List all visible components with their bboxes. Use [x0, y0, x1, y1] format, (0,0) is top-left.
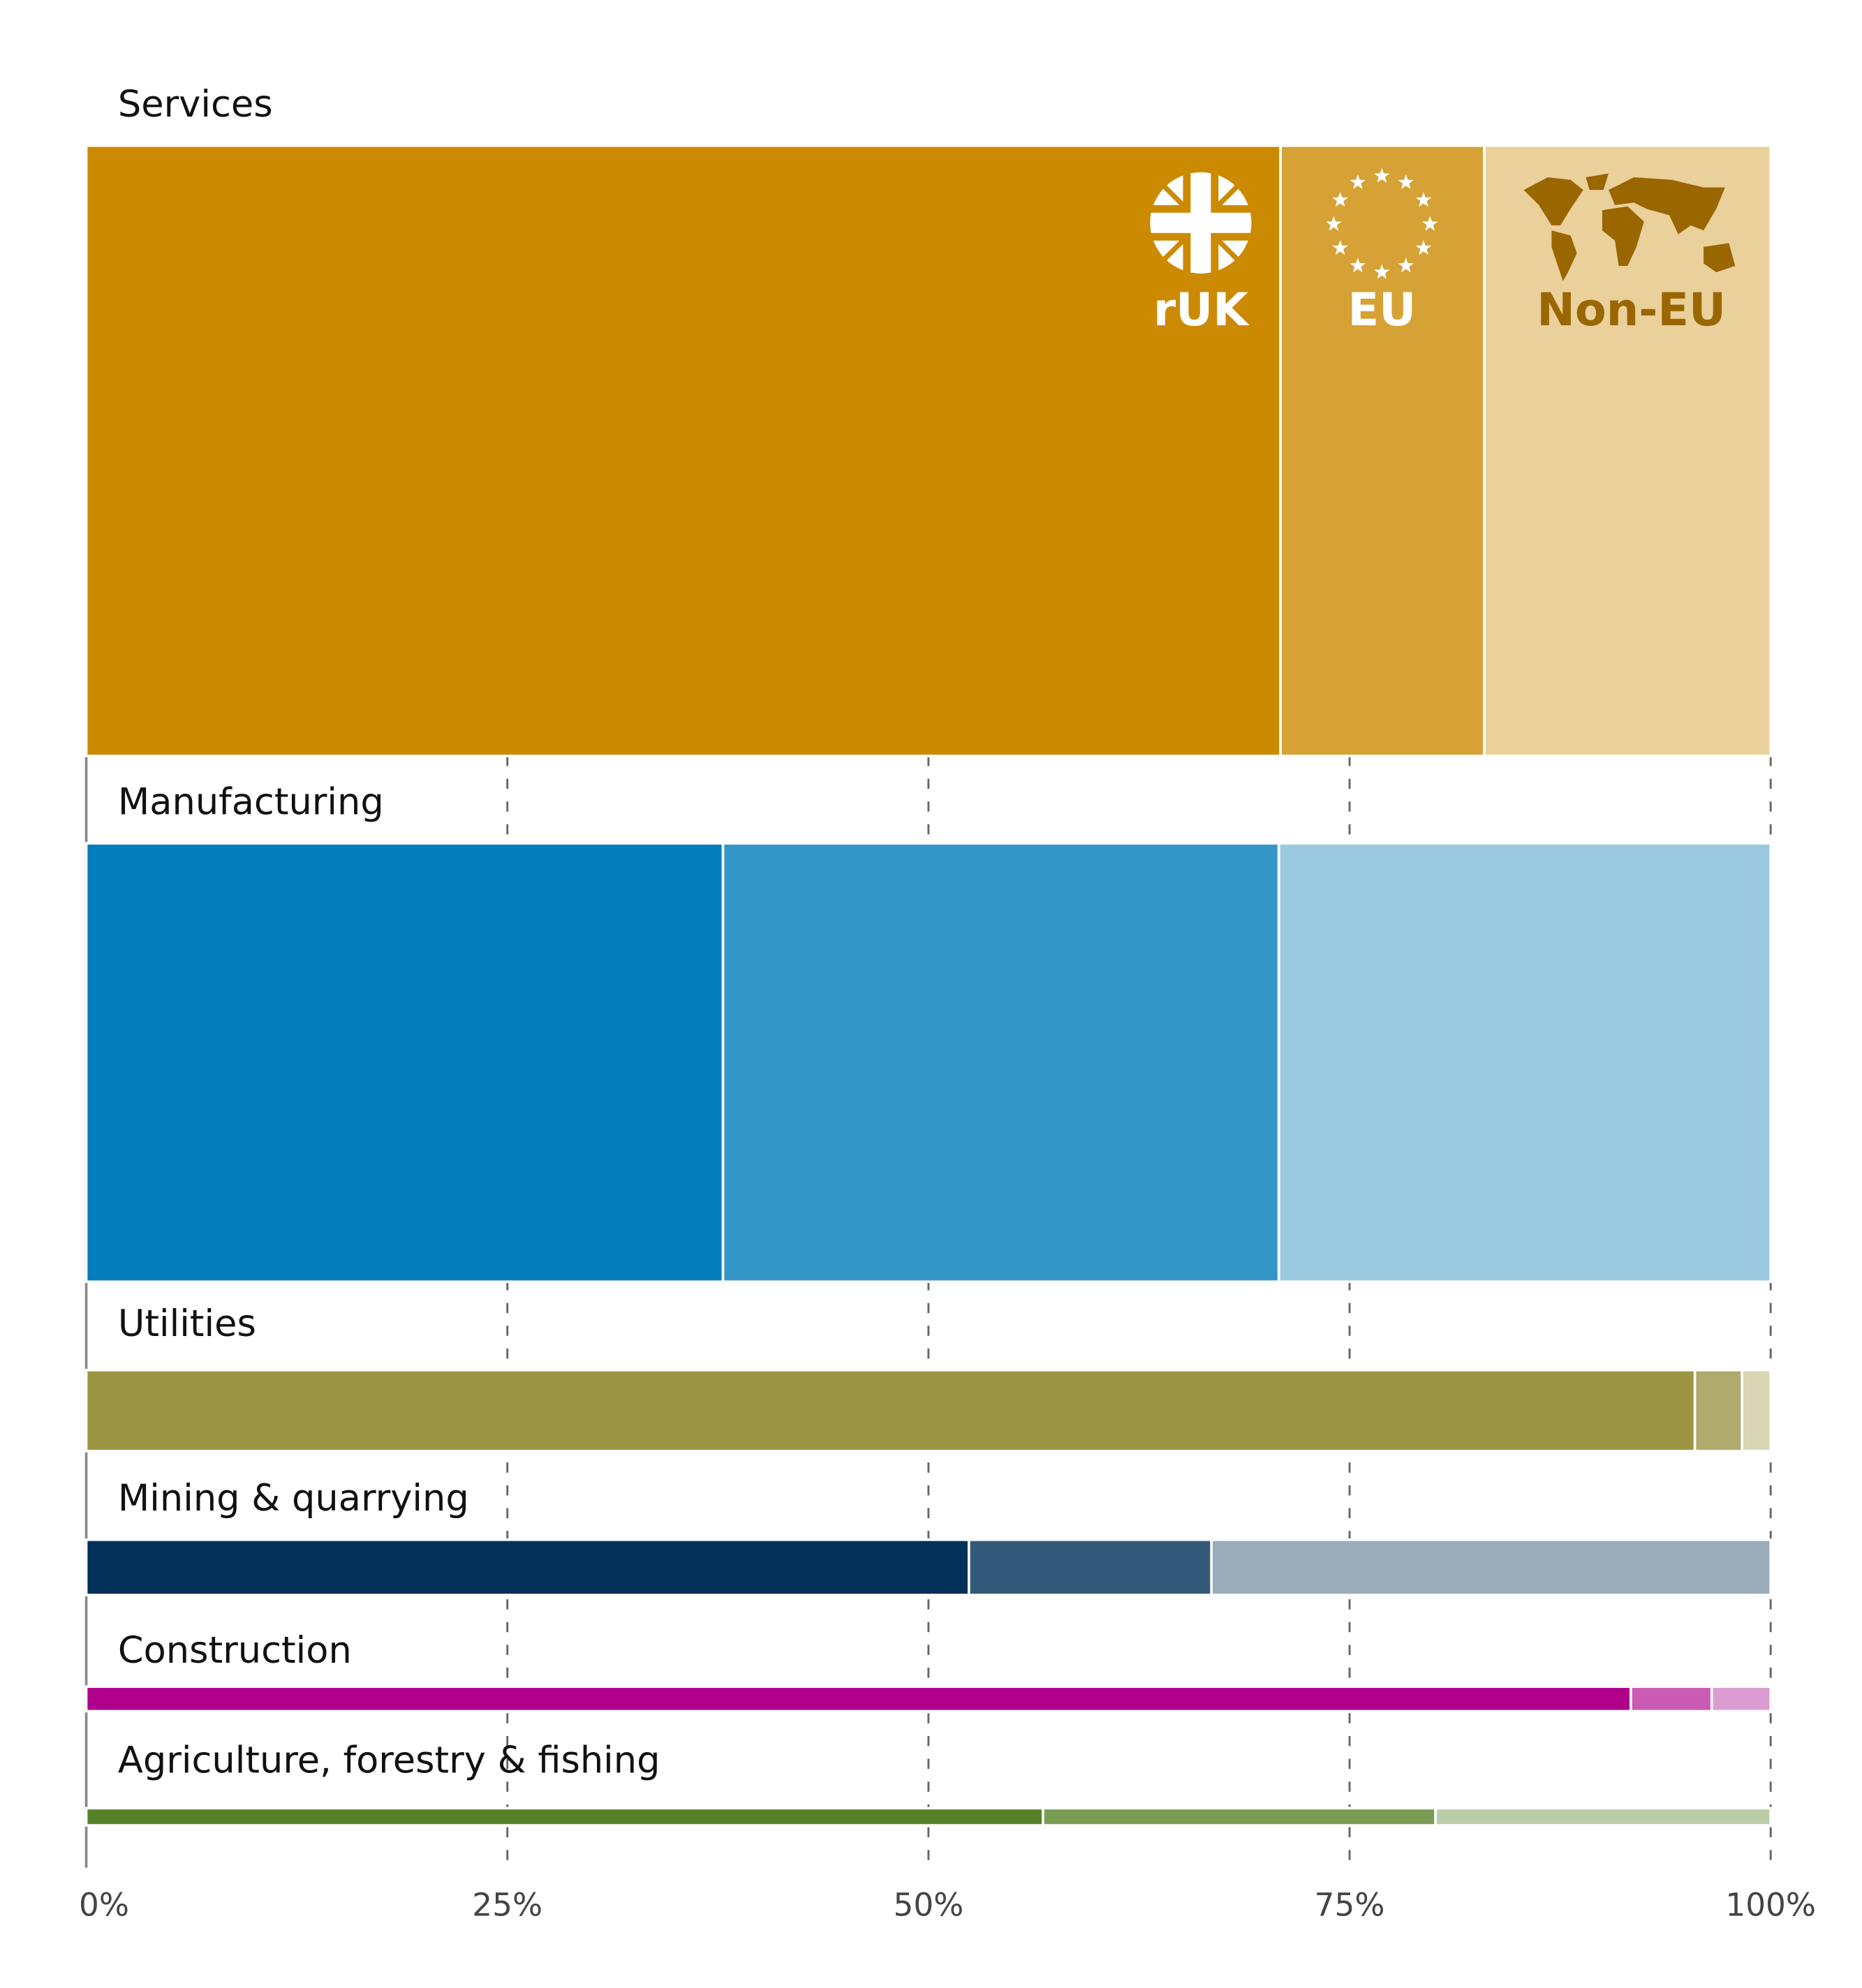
- bar-segment-ruk: [84, 1538, 970, 1596]
- x-tick-label: 100%: [1725, 1887, 1816, 1924]
- x-tick-label: 75%: [1315, 1887, 1385, 1924]
- category-label: Agriculture, forestry & fishing: [118, 1740, 660, 1782]
- category-label: Manufacturing: [118, 780, 384, 823]
- x-tick-label: 0%: [79, 1887, 129, 1924]
- star-icon: [1332, 239, 1348, 255]
- segment-label-ruk: rUK: [1153, 283, 1250, 336]
- world-map-icon: [1523, 173, 1736, 281]
- category-label: Utilities: [118, 1303, 256, 1345]
- star-icon: [1398, 174, 1414, 189]
- bar-segment-ruk: [84, 1807, 1044, 1827]
- category-rows: Services Manufacturing Utilities Mining & q…: [84, 83, 1773, 1827]
- bar-segment-eu: [1279, 144, 1486, 757]
- x-axis-ticks: 0% 25% 50% 75% 100%: [79, 1887, 1816, 1924]
- star-icon: [1332, 191, 1348, 207]
- bar-segment-non-eu: [1277, 842, 1773, 1284]
- category-row: Agriculture, forestry & fishing: [84, 1740, 1773, 1827]
- segment-label-eu: EU: [1347, 283, 1416, 336]
- segment-legend: rUK EU Non-EU: [1150, 168, 1736, 336]
- bar-segment-eu: [967, 1538, 1213, 1596]
- bar-segment-non-eu: [1210, 1538, 1773, 1596]
- star-icon: [1374, 168, 1390, 183]
- bar-segment-non-eu: [1710, 1685, 1773, 1713]
- star-icon: [1421, 216, 1438, 231]
- category-row: Manufacturing: [84, 780, 1773, 1284]
- x-tick-label: 25%: [472, 1887, 542, 1924]
- bar-segment-ruk: [84, 144, 1282, 757]
- category-label: Construction: [118, 1629, 352, 1672]
- bar-segment-eu: [1693, 1368, 1743, 1453]
- bar-segment-eu: [721, 842, 1280, 1284]
- star-icon: [1374, 264, 1390, 279]
- bar-segment-eu: [1042, 1807, 1437, 1827]
- x-tick-label: 50%: [893, 1887, 963, 1924]
- star-icon: [1398, 257, 1414, 273]
- bar-segment-ruk: [84, 842, 725, 1284]
- bar-segment-eu: [1630, 1685, 1713, 1713]
- category-label: Mining & quarrying: [118, 1477, 469, 1520]
- bar-segment-non-eu: [1741, 1368, 1773, 1453]
- star-icon: [1326, 216, 1342, 231]
- union-jack-icon: [1150, 172, 1252, 274]
- category-label: Services: [118, 83, 273, 126]
- star-icon: [1350, 257, 1366, 273]
- bar-segment-non-eu: [1434, 1807, 1773, 1827]
- segment-label-non-eu: Non-EU: [1537, 283, 1726, 336]
- category-row: Utilities: [84, 1303, 1773, 1453]
- eu-stars-icon: [1326, 168, 1438, 279]
- bar-segment-ruk: [84, 1685, 1632, 1713]
- star-icon: [1350, 174, 1366, 189]
- category-row: Construction: [84, 1629, 1773, 1713]
- bar-segment-ruk: [84, 1368, 1697, 1453]
- star-icon: [1415, 239, 1432, 255]
- category-row: Services: [84, 83, 1773, 757]
- star-icon: [1415, 191, 1432, 207]
- category-row: Mining & quarrying: [84, 1477, 1773, 1596]
